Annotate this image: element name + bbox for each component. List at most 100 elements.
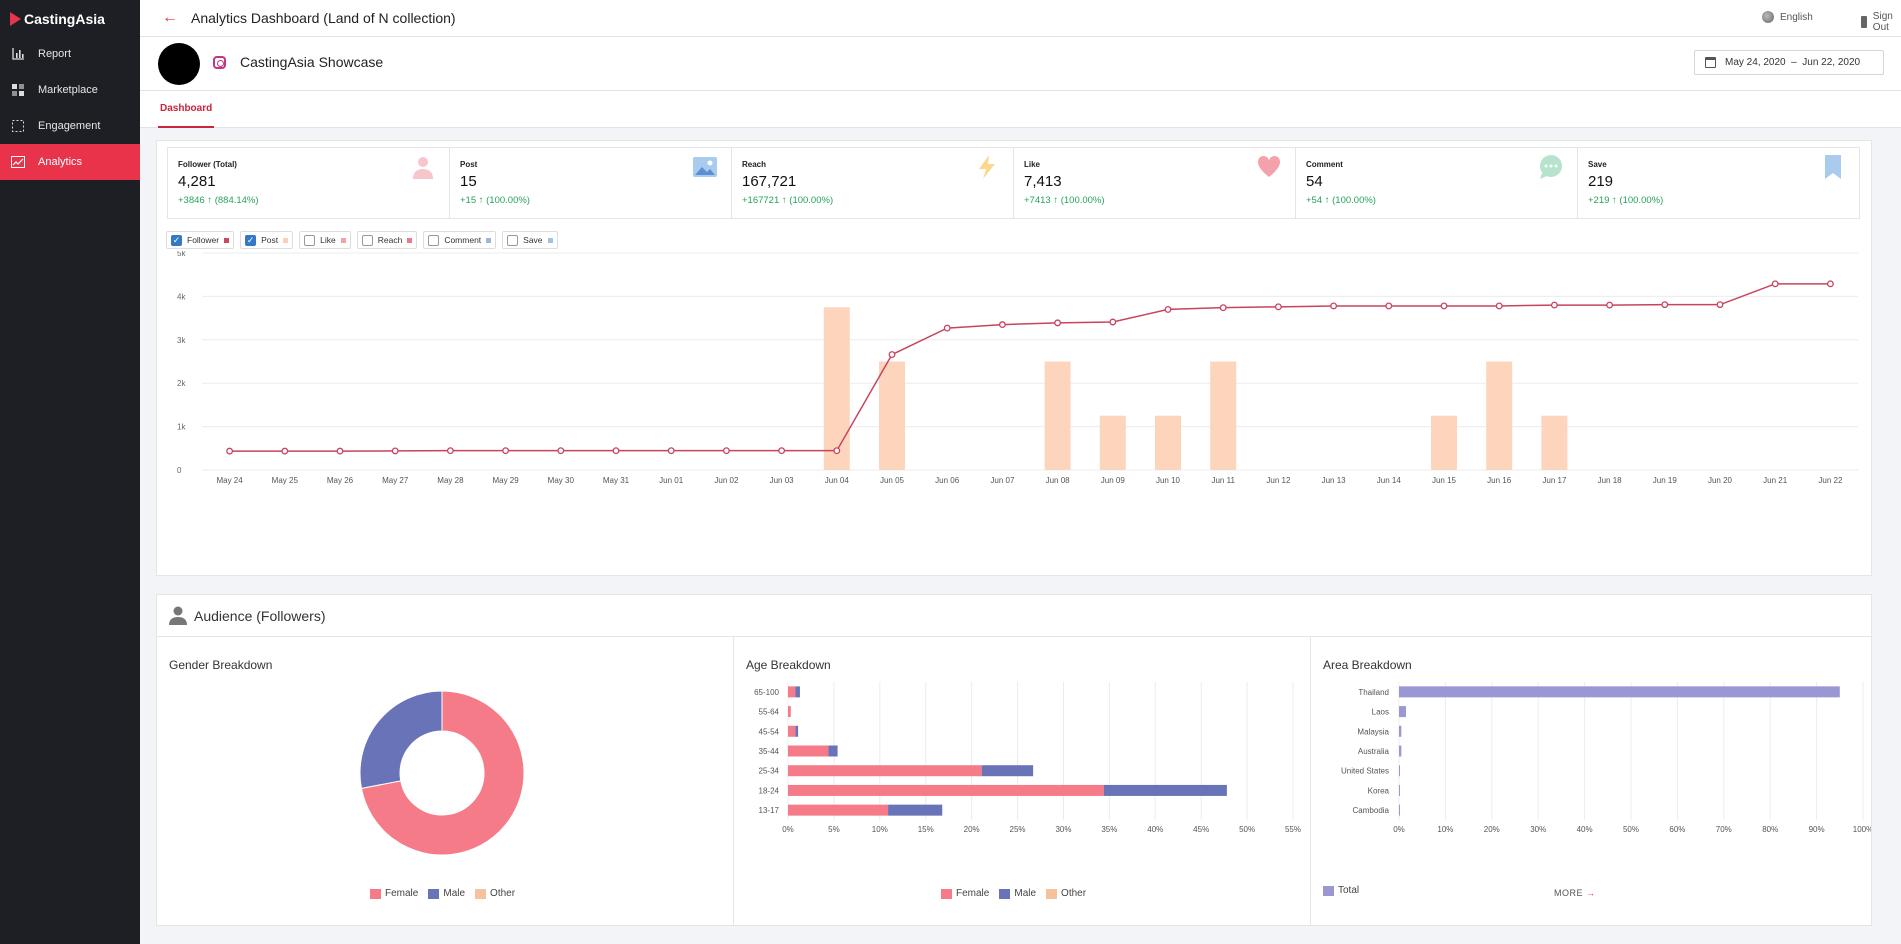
follower-point xyxy=(667,447,675,455)
sidebar-item-marketplace[interactable]: Marketplace xyxy=(0,72,140,108)
follower-point xyxy=(1661,301,1669,309)
legend-other: Other xyxy=(475,888,515,899)
follower-point xyxy=(1440,302,1448,310)
toggle-like[interactable]: Like xyxy=(299,231,351,249)
sidebar-item-engagement[interactable]: Engagement xyxy=(0,108,140,144)
profile-bar: CastingAsia Showcase May 24, 2020 – Jun … xyxy=(140,37,1901,91)
x-tick-label: 5% xyxy=(828,825,840,834)
x-tick-label: 70% xyxy=(1716,825,1732,834)
stat-comment: Comment 54 +54 ↑ (100.00%) xyxy=(1296,148,1578,218)
follower-point xyxy=(1330,302,1338,310)
follower-point xyxy=(778,447,786,455)
main-content: ← Analytics Dashboard (Land of N collect… xyxy=(140,0,1901,944)
stat-change: +3846 ↑ (884.14%) xyxy=(178,195,259,206)
stat-label: Follower (Total) xyxy=(178,160,237,169)
legend-label: Other xyxy=(1061,888,1087,899)
toggle-comment[interactable]: Comment xyxy=(423,231,497,249)
audience-header: Audience (Followers) xyxy=(157,595,1871,637)
stat-change: +167721 ↑ (100.00%) xyxy=(742,195,834,206)
post-bar xyxy=(823,307,850,470)
age-bar-male xyxy=(795,686,800,698)
follower-point xyxy=(1164,305,1172,313)
stat-change: +7413 ↑ (100.00%) xyxy=(1024,195,1105,206)
heart-icon xyxy=(1257,155,1281,177)
toggle-follower[interactable]: ✓ Follower xyxy=(166,231,235,249)
sidebar-item-label: Analytics xyxy=(38,156,83,168)
x-tick-label: Jun 08 xyxy=(1046,476,1071,485)
stat-save: Save 219 +219 ↑ (100.00%) xyxy=(1578,148,1859,218)
toggle-label: Post xyxy=(261,235,279,245)
tabs-bar: Dashboard xyxy=(140,91,1901,128)
follower-point xyxy=(1385,302,1393,310)
more-link[interactable]: MORE → xyxy=(1554,888,1596,898)
brand-name: CastingAsia xyxy=(24,11,105,27)
area-bar-total xyxy=(1399,686,1840,698)
brand-logo[interactable]: CastingAsia xyxy=(10,10,105,28)
follower-point xyxy=(943,324,951,332)
x-tick-label: Jun 13 xyxy=(1322,476,1347,485)
age-legend: Female Male Other xyxy=(941,888,1096,899)
legend-label: Total xyxy=(1338,885,1360,896)
follower-point xyxy=(1495,302,1503,310)
stats-row: Follower (Total) 4,281 +3846 ↑ (884.14%)… xyxy=(167,147,1860,219)
stat-value: 219 xyxy=(1588,173,1614,190)
sidebar-item-analytics[interactable]: Analytics xyxy=(0,144,140,180)
date-range-picker[interactable]: May 24, 2020 – Jun 22, 2020 xyxy=(1694,50,1884,75)
back-arrow-icon[interactable]: ← xyxy=(162,9,178,26)
toggle-label: Comment xyxy=(444,235,482,245)
legend-swatch xyxy=(475,888,487,899)
stat-change: +15 ↑ (100.00%) xyxy=(460,195,530,206)
area-bar-total xyxy=(1399,745,1402,757)
age-bar-female xyxy=(788,745,829,757)
donut-slice-female xyxy=(360,691,525,856)
y-tick-label: 65-100 xyxy=(754,688,779,697)
stat-post: Post 15 +15 ↑ (100.00%) xyxy=(450,148,732,218)
toggle-reach[interactable]: Reach xyxy=(356,231,418,249)
donut-slice-male xyxy=(359,691,443,789)
x-tick-label: 10% xyxy=(872,825,888,834)
sidebar-item-label: Engagement xyxy=(38,120,101,132)
x-tick-label: Jun 07 xyxy=(990,476,1015,485)
x-tick-label: 50% xyxy=(1623,825,1639,834)
legend-label: Male xyxy=(443,888,466,899)
stat-value: 54 xyxy=(1306,173,1323,190)
x-tick-label: 25% xyxy=(1010,825,1026,834)
y-tick-label: Thailand xyxy=(1358,688,1389,697)
follower-point xyxy=(391,447,399,455)
checkbox-icon xyxy=(507,234,519,246)
toggle-label: Follower xyxy=(187,235,220,245)
sign-out-button[interactable]: Sign Out xyxy=(1861,11,1901,33)
sidebar-item-label: Report xyxy=(38,48,72,60)
series-color-swatch xyxy=(340,237,346,243)
age-bar-female xyxy=(788,784,1104,796)
x-tick-label: Jun 19 xyxy=(1653,476,1678,485)
x-tick-label: May 26 xyxy=(327,476,354,485)
toggle-post[interactable]: ✓ Post xyxy=(240,231,294,249)
y-tick-label: 35-44 xyxy=(759,747,780,756)
legend-total: Total xyxy=(1323,885,1359,896)
tab-dashboard[interactable]: Dashboard xyxy=(158,91,215,128)
stat-change: +219 ↑ (100.00%) xyxy=(1588,195,1664,206)
area-bar-total xyxy=(1399,725,1402,737)
age-panel: Age Breakdown 0% 5% 10% 15% 20% 25% 30% 35% 40% 4… xyxy=(734,637,1311,926)
stat-label: Comment xyxy=(1306,160,1343,169)
play-logo-icon xyxy=(10,12,21,26)
x-tick-label: Jun 09 xyxy=(1101,476,1126,485)
top-bar: ← Analytics Dashboard (Land of N collect… xyxy=(140,0,1901,37)
series-color-swatch xyxy=(486,237,492,243)
stat-reach: Reach 167,721 +167721 ↑ (100.00%) xyxy=(732,148,1014,218)
x-tick-label: 20% xyxy=(1484,825,1500,834)
follower-point xyxy=(281,447,289,455)
checkbox-icon xyxy=(361,234,373,246)
toggle-save[interactable]: Save xyxy=(502,231,558,249)
age-bar-male xyxy=(795,725,799,737)
x-tick-label: Jun 15 xyxy=(1432,476,1457,485)
age-bar-chart: 0% 5% 10% 15% 20% 25% 30% 35% 40% 45% 50% 55% 65-100… xyxy=(754,682,1301,834)
language-selector[interactable]: English xyxy=(1762,11,1813,23)
speech-bubble-icon xyxy=(1540,155,1562,179)
y-tick-label: Korea xyxy=(1368,786,1390,795)
sidebar-item-report[interactable]: Report xyxy=(0,36,140,72)
y-tick-label: Laos xyxy=(1372,708,1389,717)
gender-donut-chart xyxy=(359,691,525,856)
legend-male: Male xyxy=(428,888,465,899)
